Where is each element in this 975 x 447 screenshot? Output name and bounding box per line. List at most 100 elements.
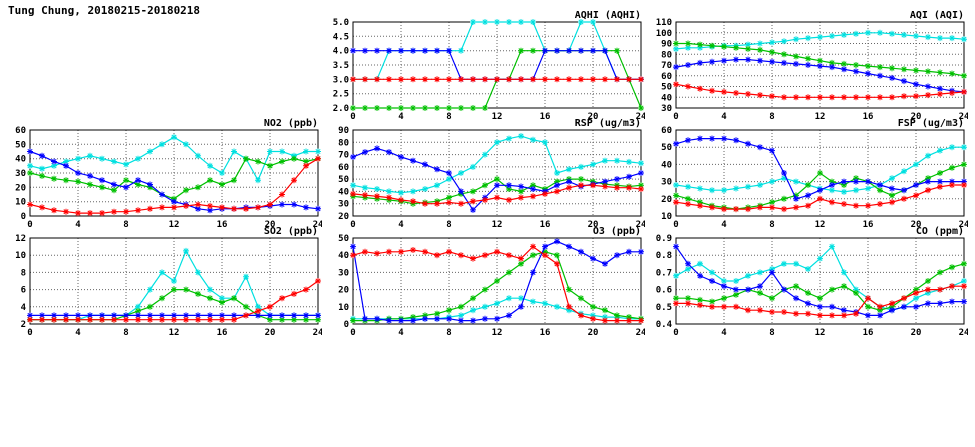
svg-text:80: 80 bbox=[338, 138, 349, 148]
svg-text:0: 0 bbox=[27, 220, 32, 230]
svg-text:24: 24 bbox=[313, 220, 322, 230]
chart-o3: O3 (ppb) 0 4 8 12 16 20 24 0 10 20 30 40 50 bbox=[323, 226, 645, 340]
svg-text:30: 30 bbox=[338, 268, 349, 278]
svg-text:10: 10 bbox=[15, 198, 26, 208]
svg-text:20: 20 bbox=[911, 112, 922, 122]
chart-co: CO (ppm) 0 4 8 12 16 20 24 0.4 0.5 0.6 0.7 0.8 0.9 bbox=[646, 226, 968, 340]
svg-text:4: 4 bbox=[398, 220, 404, 230]
chart-rsp: RSP (ug/m3) 0 4 8 12 16 20 24 20 30 40 50 60 70 80 90 bbox=[323, 118, 645, 232]
svg-text:8: 8 bbox=[123, 328, 128, 338]
svg-text:100: 100 bbox=[656, 29, 672, 39]
svg-text:8: 8 bbox=[446, 220, 451, 230]
chart-title: CO (ppm) bbox=[915, 226, 964, 237]
svg-text:5.0: 5.0 bbox=[333, 18, 349, 28]
svg-text:50: 50 bbox=[15, 140, 26, 150]
chart-aqi: AQI (AQI) 0 4 8 12 16 20 24 30 40 50 60 70 80 90 100 11… bbox=[646, 10, 968, 124]
svg-text:0.9: 0.9 bbox=[656, 234, 672, 244]
svg-text:20: 20 bbox=[661, 195, 672, 205]
svg-text:24: 24 bbox=[959, 220, 968, 230]
svg-text:0.5: 0.5 bbox=[656, 303, 672, 313]
svg-text:0: 0 bbox=[350, 328, 355, 338]
svg-text:4: 4 bbox=[398, 112, 404, 122]
svg-text:0: 0 bbox=[21, 212, 26, 222]
svg-text:90: 90 bbox=[661, 40, 672, 50]
svg-text:12: 12 bbox=[15, 234, 26, 244]
svg-text:20: 20 bbox=[338, 286, 349, 296]
svg-text:0: 0 bbox=[350, 220, 355, 230]
svg-text:60: 60 bbox=[338, 163, 349, 173]
svg-text:16: 16 bbox=[217, 220, 228, 230]
svg-text:40: 40 bbox=[661, 160, 672, 170]
chart-so2: SO2 (ppb) 0 4 8 12 16 20 24 2 4 6 8 10 12 bbox=[0, 226, 322, 340]
svg-text:70: 70 bbox=[338, 151, 349, 161]
svg-text:4: 4 bbox=[75, 328, 81, 338]
svg-text:24: 24 bbox=[636, 220, 645, 230]
svg-text:70: 70 bbox=[661, 61, 672, 71]
svg-text:8: 8 bbox=[123, 220, 128, 230]
svg-text:40: 40 bbox=[338, 187, 349, 197]
svg-text:2.5: 2.5 bbox=[333, 90, 349, 100]
svg-text:20: 20 bbox=[588, 220, 599, 230]
svg-text:12: 12 bbox=[492, 112, 503, 122]
svg-text:24: 24 bbox=[636, 112, 645, 122]
svg-text:10: 10 bbox=[338, 303, 349, 313]
svg-text:8: 8 bbox=[769, 220, 774, 230]
svg-text:0.8: 0.8 bbox=[656, 251, 672, 261]
svg-text:8: 8 bbox=[446, 328, 451, 338]
svg-text:10: 10 bbox=[15, 251, 26, 261]
svg-text:110: 110 bbox=[656, 18, 672, 28]
svg-text:0.4: 0.4 bbox=[656, 320, 673, 330]
page-title: Tung Chung, 20180215-20180218 bbox=[8, 4, 201, 17]
svg-text:30: 30 bbox=[338, 200, 349, 210]
svg-text:90: 90 bbox=[338, 126, 349, 136]
chart-title: SO2 (ppb) bbox=[263, 226, 318, 237]
svg-text:20: 20 bbox=[265, 220, 276, 230]
chart-fsp: FSP (ug/m3) 0 4 8 12 16 20 24 10 20 30 40 50 60 bbox=[646, 118, 968, 232]
svg-text:4: 4 bbox=[398, 328, 404, 338]
svg-text:3.0: 3.0 bbox=[333, 75, 349, 85]
svg-text:16: 16 bbox=[217, 328, 228, 338]
chart-aqhi: AQHI (AQHI) 0 4 8 12 16 20 24 2.0 2.5 3.0 3.5 4.0 4.… bbox=[323, 10, 645, 124]
svg-text:20: 20 bbox=[588, 328, 599, 338]
svg-text:16: 16 bbox=[863, 220, 874, 230]
svg-text:40: 40 bbox=[661, 93, 672, 103]
svg-text:40: 40 bbox=[15, 155, 26, 165]
svg-text:12: 12 bbox=[815, 328, 826, 338]
svg-text:12: 12 bbox=[815, 220, 826, 230]
chart-canvas: 0 4 8 12 16 20 24 0 10 20 30 40 50 bbox=[338, 234, 645, 338]
svg-text:30: 30 bbox=[15, 169, 26, 179]
svg-text:3.5: 3.5 bbox=[333, 61, 349, 71]
chart-canvas: 0 4 8 12 16 20 24 20 30 40 50 60 70 80 90 bbox=[338, 126, 645, 230]
chart-canvas: 0 4 8 12 16 20 24 2.0 2.5 3.0 3.5 4.0 4.5 5.0 bbox=[333, 18, 645, 122]
chart-title: NO2 (ppb) bbox=[263, 118, 318, 129]
svg-text:4: 4 bbox=[721, 328, 727, 338]
svg-text:8: 8 bbox=[21, 268, 26, 278]
svg-text:20: 20 bbox=[588, 112, 599, 122]
chart-canvas: 0 4 8 12 16 20 24 0.4 0.5 0.6 0.7 0.8 0.9 bbox=[656, 234, 968, 338]
svg-text:24: 24 bbox=[636, 328, 645, 338]
chart-no2: NO2 (ppb) 0 4 8 12 16 20 24 0 10 20 30 40 50 60 bbox=[0, 118, 322, 232]
svg-text:50: 50 bbox=[338, 234, 349, 244]
svg-text:24: 24 bbox=[313, 328, 322, 338]
svg-text:30: 30 bbox=[661, 178, 672, 188]
svg-text:20: 20 bbox=[15, 183, 26, 193]
chart-title: O3 (ppb) bbox=[592, 226, 641, 237]
svg-text:8: 8 bbox=[446, 112, 451, 122]
svg-text:20: 20 bbox=[911, 328, 922, 338]
svg-text:8: 8 bbox=[769, 112, 774, 122]
svg-text:12: 12 bbox=[492, 328, 503, 338]
chart-canvas: 0 4 8 12 16 20 24 10 20 30 40 50 60 bbox=[661, 126, 968, 230]
svg-text:16: 16 bbox=[540, 328, 551, 338]
chart-canvas: 0 4 8 12 16 20 24 0 10 20 30 40 50 60 bbox=[15, 126, 322, 230]
svg-text:20: 20 bbox=[911, 220, 922, 230]
chart-title: FSP (ug/m3) bbox=[897, 118, 964, 129]
svg-text:16: 16 bbox=[540, 112, 551, 122]
svg-text:30: 30 bbox=[661, 104, 672, 114]
svg-text:16: 16 bbox=[863, 328, 874, 338]
svg-text:50: 50 bbox=[661, 83, 672, 93]
svg-text:20: 20 bbox=[265, 328, 276, 338]
svg-text:12: 12 bbox=[815, 112, 826, 122]
svg-text:6: 6 bbox=[21, 286, 26, 296]
